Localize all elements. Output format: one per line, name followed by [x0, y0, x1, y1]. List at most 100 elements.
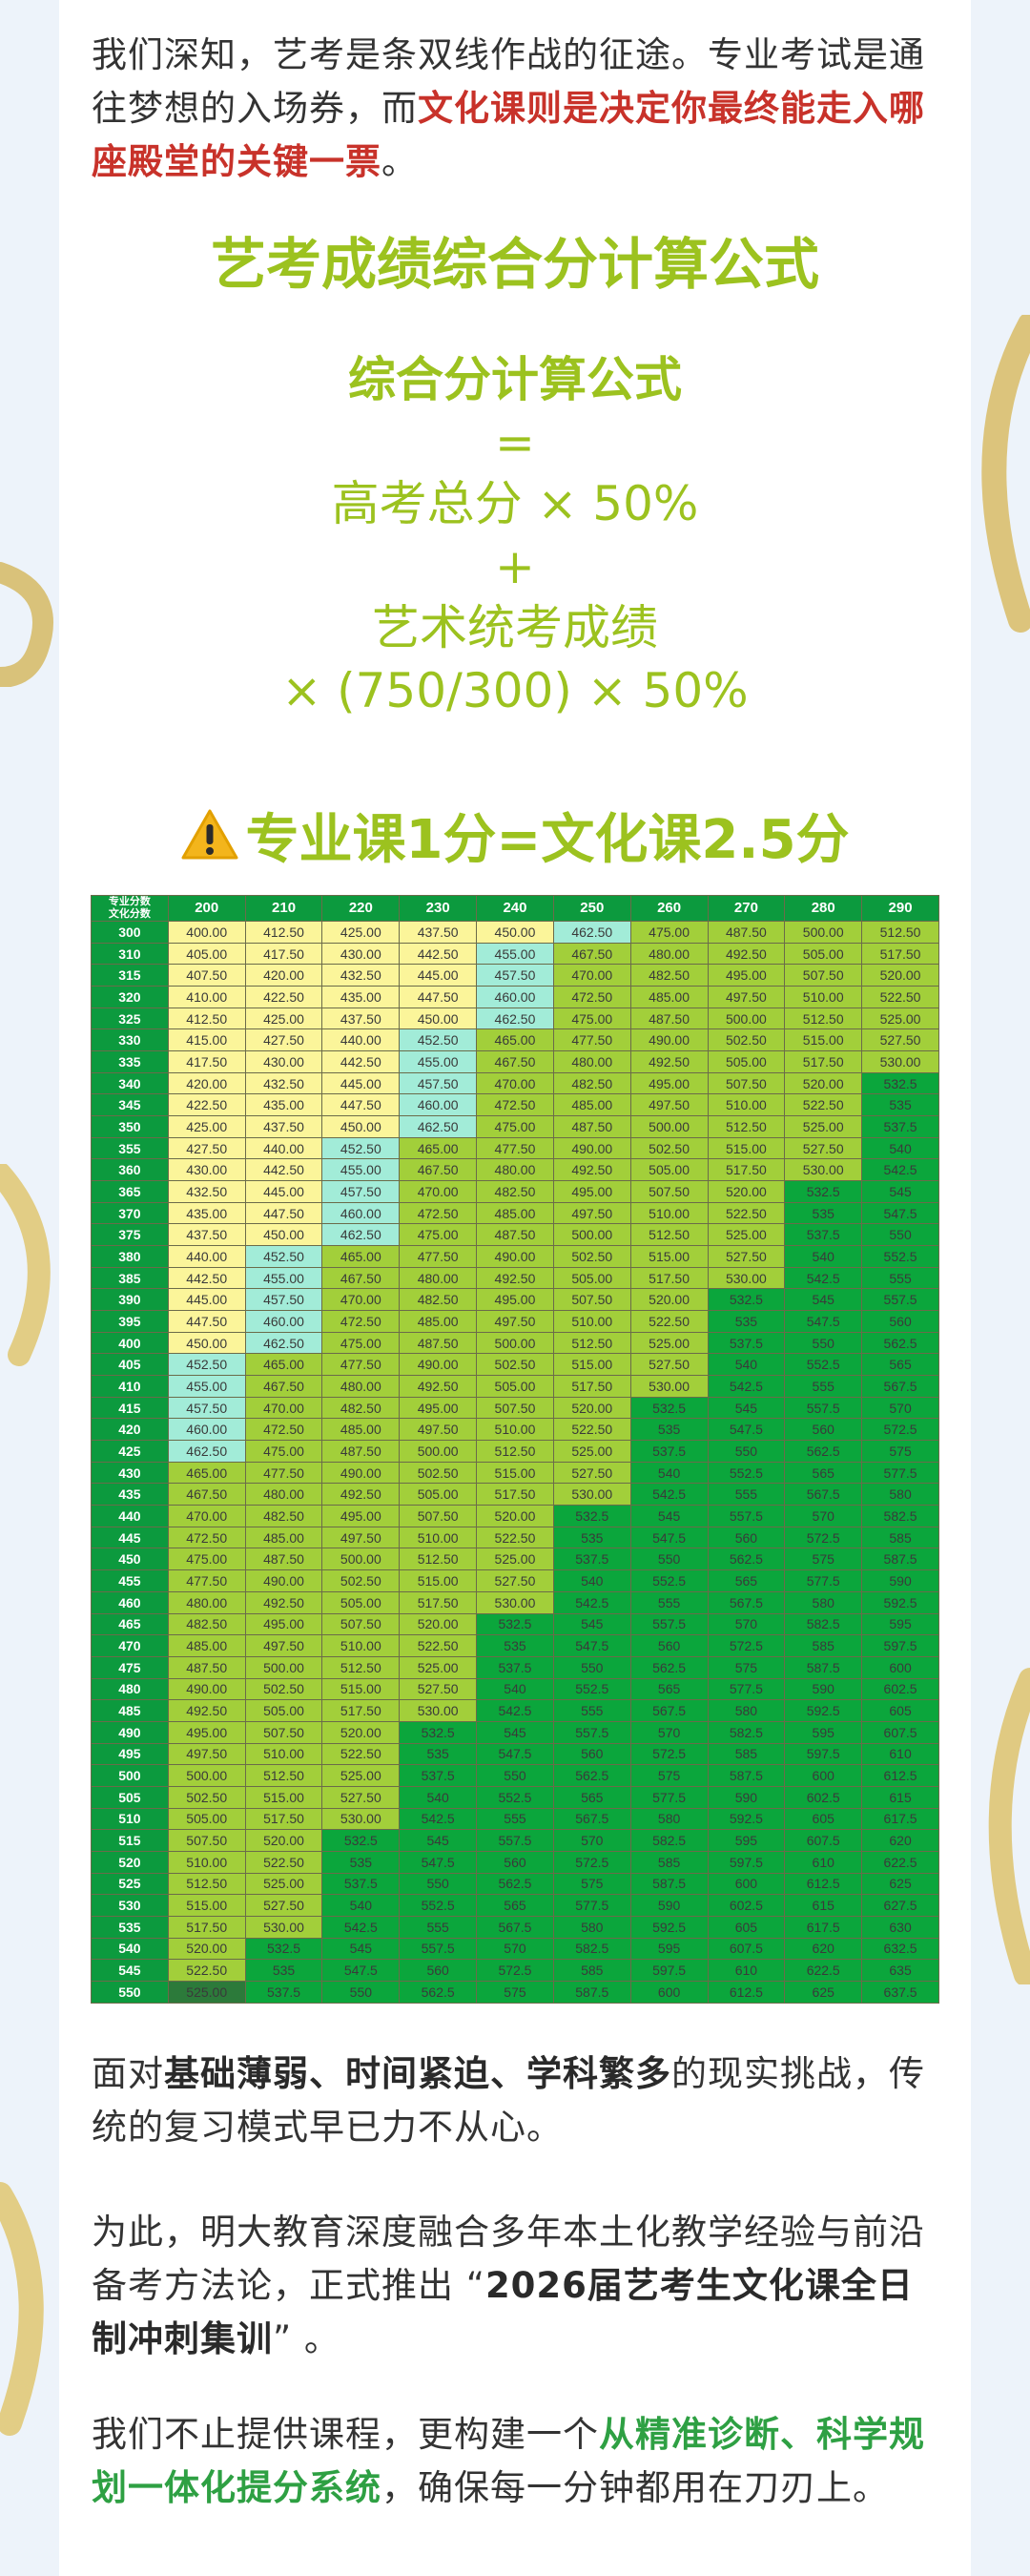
score-cell: 472.50 — [167, 1526, 246, 1549]
score-cell: 522.50 — [861, 986, 939, 1008]
major-score-header: 220 — [321, 895, 401, 922]
score-cell: 437.50 — [321, 1007, 401, 1030]
score-cell: 512.50 — [707, 1115, 786, 1138]
score-cell: 595 — [707, 1829, 786, 1852]
score-cell: 600 — [629, 1980, 709, 2005]
score-cell: 525.00 — [244, 1872, 323, 1896]
score-cell: 535 — [399, 1742, 478, 1766]
score-cell: 537.5 — [399, 1764, 478, 1787]
culture-score-header: 390 — [91, 1288, 169, 1312]
score-cell: 500.00 — [707, 1007, 786, 1030]
score-cell: 435.00 — [321, 986, 401, 1008]
major-score-header: 210 — [244, 895, 323, 922]
score-cell: 567.5 — [861, 1375, 939, 1398]
score-cell: 565 — [861, 1353, 939, 1377]
score-cell: 550 — [552, 1655, 631, 1679]
table-row: 405 452.50 465.00 477.50 490.00 502.50 515.00 5… — [91, 1353, 939, 1377]
score-cell: 420.00 — [244, 964, 323, 987]
score-cell: 540 — [476, 1677, 554, 1701]
score-cell: 492.50 — [629, 1050, 709, 1073]
score-cell: 555 — [861, 1266, 939, 1290]
score-cell: 572.5 — [629, 1742, 709, 1766]
score-cell: 510.00 — [476, 1418, 554, 1442]
score-cell: 472.50 — [321, 1310, 401, 1333]
score-cell: 565 — [707, 1569, 786, 1592]
score-cell: 520.00 — [476, 1505, 554, 1527]
culture-score-header: 480 — [91, 1677, 169, 1701]
score-cell: 570 — [629, 1720, 709, 1744]
program-text-a: 为此，明大教育深度融合多年本土化教学经验与前沿备考方法论，正式推出 “ — [92, 2212, 925, 2306]
score-cell: 497.50 — [629, 1093, 709, 1117]
culture-score-header: 505 — [91, 1785, 169, 1809]
table-row: 435 467.50 480.00 492.50 505.00 517.50 530.00 5… — [91, 1483, 939, 1506]
score-cell: 505.00 — [707, 1050, 786, 1073]
score-cell: 427.50 — [167, 1136, 246, 1160]
score-cell: 527.50 — [321, 1785, 401, 1809]
culture-score-header: 380 — [91, 1245, 169, 1268]
score-cell: 482.50 — [321, 1396, 401, 1420]
score-cell: 532.5 — [552, 1505, 631, 1527]
score-cell: 540 — [707, 1353, 786, 1377]
score-cell: 547.5 — [707, 1418, 786, 1442]
score-cell: 447.50 — [321, 1093, 401, 1117]
score-cell: 522.50 — [707, 1201, 786, 1225]
score-cell: 615 — [784, 1894, 863, 1917]
culture-score-header: 345 — [91, 1093, 169, 1117]
score-cell: 520.00 — [784, 1071, 863, 1095]
culture-score-header: 530 — [91, 1894, 169, 1917]
table-row: 520 510.00 522.50 535 547.5 560 572.5 585 597.5 6… — [91, 1850, 939, 1874]
score-cell: 492.50 — [476, 1266, 554, 1290]
score-cell: 625 — [784, 1980, 863, 2005]
culture-score-header: 315 — [91, 964, 169, 987]
score-cell: 537.5 — [861, 1115, 939, 1138]
score-cell: 620 — [861, 1829, 939, 1852]
score-cell: 525.00 — [707, 1223, 786, 1247]
score-cell: 592.5 — [784, 1699, 863, 1722]
table-row: 410 455.00 467.50 480.00 492.50 505.00 517.50 5… — [91, 1375, 939, 1398]
score-cell: 490.00 — [167, 1677, 246, 1701]
score-cell: 440.00 — [321, 1028, 401, 1052]
score-cell: 500.00 — [321, 1548, 401, 1571]
score-cell: 512.50 — [476, 1440, 554, 1463]
system-paragraph: 我们不止提供课程，更构建一个从精准诊断、科学规划一体化提分系统，确保每一分钟都用… — [92, 2408, 940, 2515]
score-cell: 515.00 — [399, 1569, 478, 1592]
score-cell: 550 — [784, 1331, 863, 1355]
culture-score-header: 320 — [91, 986, 169, 1008]
score-cell: 600 — [861, 1655, 939, 1679]
score-cell: 600 — [707, 1872, 786, 1896]
culture-score-header: 510 — [91, 1807, 169, 1831]
score-cell: 535 — [861, 1093, 939, 1117]
score-cell: 475.00 — [321, 1331, 401, 1355]
score-cell: 572.5 — [476, 1959, 554, 1982]
score-cell: 592.5 — [629, 1915, 709, 1939]
score-table: 专业分数 文化分数 200 210 220 230 240 250 260 270 280 290… — [91, 895, 939, 2005]
score-cell: 475.00 — [244, 1440, 323, 1463]
score-cell: 602.5 — [784, 1785, 863, 1809]
table-row: 350 425.00 437.50 450.00 462.50 475.00 487.50 5… — [91, 1115, 939, 1138]
score-cell: 425.00 — [321, 921, 401, 944]
score-cell: 432.50 — [244, 1071, 323, 1095]
culture-score-header: 525 — [91, 1872, 169, 1896]
table-row: 325 412.50 425.00 437.50 450.00 462.50 475.00 4… — [91, 1007, 939, 1030]
score-cell: 577.5 — [707, 1677, 786, 1701]
culture-score-header: 445 — [91, 1526, 169, 1549]
score-cell: 545 — [784, 1288, 863, 1312]
score-cell: 547.5 — [552, 1634, 631, 1657]
score-cell: 545 — [476, 1720, 554, 1744]
score-cell: 510.00 — [784, 986, 863, 1008]
score-cell: 540 — [784, 1245, 863, 1268]
culture-score-header: 440 — [91, 1505, 169, 1527]
score-cell: 507.50 — [784, 964, 863, 987]
score-cell: 572.5 — [707, 1634, 786, 1657]
score-cell: 472.50 — [476, 1093, 554, 1117]
score-cell: 577.5 — [552, 1894, 631, 1917]
score-cell: 587.5 — [784, 1655, 863, 1679]
score-cell: 465.00 — [167, 1461, 246, 1485]
score-cell: 467.50 — [552, 942, 631, 966]
score-cell: 522.50 — [167, 1959, 246, 1982]
score-cell: 597.5 — [629, 1959, 709, 1982]
formula-equals: = — [495, 415, 535, 470]
score-cell: 537.5 — [629, 1440, 709, 1463]
score-cell: 497.50 — [552, 1201, 631, 1225]
score-cell: 507.50 — [552, 1288, 631, 1312]
